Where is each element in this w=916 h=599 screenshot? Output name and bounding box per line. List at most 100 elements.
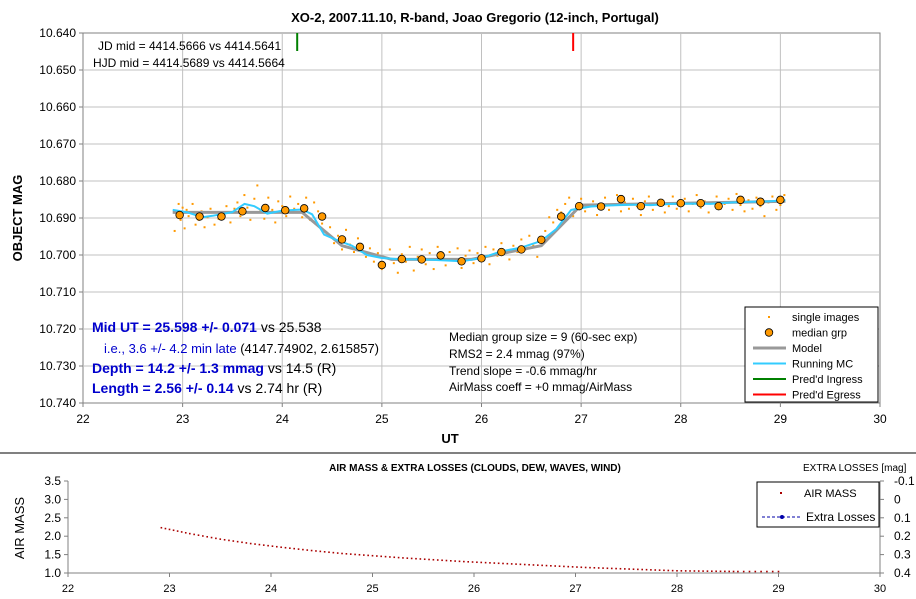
extra-losses-tick-label: 0.1 bbox=[894, 511, 911, 525]
single-image-point bbox=[436, 245, 439, 248]
extra-losses-tick-label: 0.2 bbox=[894, 529, 911, 543]
airmass-point bbox=[189, 532, 191, 535]
airmass-point bbox=[245, 542, 248, 544]
airmass-point bbox=[754, 570, 757, 573]
airmass-x-tick-label: 26 bbox=[468, 583, 480, 595]
airmass-point bbox=[345, 553, 348, 555]
extra-losses-axis-label: EXTRA LOSSES [mag] bbox=[803, 463, 907, 474]
median-grp-point bbox=[355, 242, 365, 252]
airmass-point bbox=[415, 557, 417, 560]
median-grp-point bbox=[175, 210, 184, 220]
airmass-point bbox=[410, 557, 413, 560]
airmass-x-tick-labels: 22 23 24 25 26 27 28 29 30 bbox=[62, 573, 886, 595]
single-image-point bbox=[520, 238, 523, 241]
airmass-point bbox=[584, 566, 587, 569]
single-image-point bbox=[246, 206, 249, 209]
median-grp-point bbox=[299, 204, 309, 213]
single-image-point bbox=[631, 197, 634, 200]
airmass-point bbox=[667, 569, 670, 572]
airmass-point bbox=[537, 564, 539, 566]
single-image-point bbox=[305, 196, 308, 199]
single-image-point bbox=[556, 208, 559, 211]
single-image-point bbox=[584, 210, 587, 213]
median-grp-point bbox=[656, 198, 666, 208]
median-grp-point bbox=[417, 255, 426, 264]
x-tick-labels: 22 23 24 25 26 27 28 29 30 bbox=[76, 403, 887, 426]
single-image-point bbox=[173, 229, 176, 232]
y-tick-label: 10.650 bbox=[39, 63, 76, 77]
single-image-point bbox=[372, 260, 375, 263]
rms-annotation: RMS2 = 2.4 mmag (97%) bbox=[449, 347, 585, 361]
y-tick-label: 10.720 bbox=[39, 322, 76, 336]
extra-losses-tick-labels: -0.1 0 0.1 0.2 0.3 0.4 bbox=[880, 474, 915, 580]
airmass-point bbox=[602, 567, 604, 569]
single-image-point bbox=[699, 206, 702, 209]
airmass-point bbox=[597, 567, 600, 569]
airmass-point bbox=[254, 543, 256, 545]
airmass-point bbox=[493, 562, 496, 564]
legend: single images median grp Model Running MC Pr… bbox=[744, 306, 879, 403]
airmass-plot: 1.01.52.02.53.03.5 -0.100.10.20.30.4 22 2… bbox=[44, 474, 915, 595]
single-image-point bbox=[345, 228, 348, 231]
single-image-point bbox=[267, 196, 270, 199]
airmass-point bbox=[354, 553, 356, 556]
single-image-point bbox=[623, 201, 626, 204]
single-image-point bbox=[492, 248, 495, 251]
single-image-point bbox=[739, 204, 742, 207]
airmass-point bbox=[541, 564, 543, 567]
airmass-point bbox=[332, 551, 335, 554]
single-image-point bbox=[448, 251, 451, 254]
airmass-point bbox=[223, 538, 226, 541]
y-tick-label: 10.680 bbox=[39, 174, 76, 188]
single-image-point bbox=[619, 210, 622, 213]
median-group-annotation: Median group size = 9 (60-sec exp) bbox=[449, 330, 637, 344]
single-image-point bbox=[747, 199, 750, 202]
single-image-point bbox=[404, 260, 407, 263]
airmass-y-tick-label: 3.0 bbox=[44, 492, 61, 506]
single-image-point bbox=[472, 262, 475, 265]
airmass-point bbox=[419, 558, 422, 560]
ephemeris: (4147.74902, 2.615857) bbox=[237, 341, 379, 356]
single-image-point bbox=[203, 226, 206, 229]
y-tick-label: 10.670 bbox=[39, 137, 76, 151]
single-image-point bbox=[731, 208, 734, 211]
single-image-point bbox=[484, 245, 487, 248]
airmass-point bbox=[637, 568, 639, 571]
single-image-point bbox=[256, 184, 259, 187]
single-image-point bbox=[488, 263, 491, 266]
legend-label: Model bbox=[792, 343, 822, 355]
single-image-point bbox=[572, 215, 575, 218]
airmass-y-tick-labels: 1.0 1.5 2.0 2.5 3.0 3.5 bbox=[44, 474, 68, 580]
airmass-point bbox=[249, 542, 252, 545]
airmass-point bbox=[641, 568, 643, 571]
y-tick-label: 10.730 bbox=[39, 359, 76, 373]
airmass-point bbox=[319, 550, 322, 553]
y-tick-label: 10.740 bbox=[39, 396, 76, 410]
airmass-point bbox=[554, 565, 556, 567]
single-image-point bbox=[516, 251, 519, 254]
single-image-point bbox=[743, 210, 746, 213]
airmass-point bbox=[476, 561, 478, 564]
airmass-point bbox=[258, 543, 261, 546]
median-grp-series bbox=[175, 194, 785, 270]
airmass-point bbox=[164, 527, 167, 530]
legend-marker-single-images bbox=[768, 316, 770, 318]
airmass-point bbox=[558, 565, 561, 568]
airmass-point bbox=[302, 548, 304, 551]
airmass-point bbox=[228, 539, 230, 542]
single-image-point bbox=[416, 255, 419, 258]
single-image-point bbox=[596, 214, 599, 217]
x-tick-label: 26 bbox=[475, 412, 489, 426]
median-grp-point bbox=[537, 235, 546, 245]
single-image-point bbox=[695, 194, 698, 197]
airmass-point bbox=[180, 531, 183, 533]
depth-annotation: Depth = 14.2 +/- 1.3 mmag vs 14.5 (R) bbox=[92, 360, 336, 376]
median-grp-point bbox=[377, 260, 387, 270]
single-image-point bbox=[671, 195, 674, 198]
airmass-y-tick-label: 1.5 bbox=[44, 548, 61, 562]
single-image-point bbox=[396, 271, 399, 274]
airmass-point bbox=[241, 541, 243, 544]
x-tick-label: 27 bbox=[574, 412, 588, 426]
median-grp-point bbox=[497, 247, 506, 257]
